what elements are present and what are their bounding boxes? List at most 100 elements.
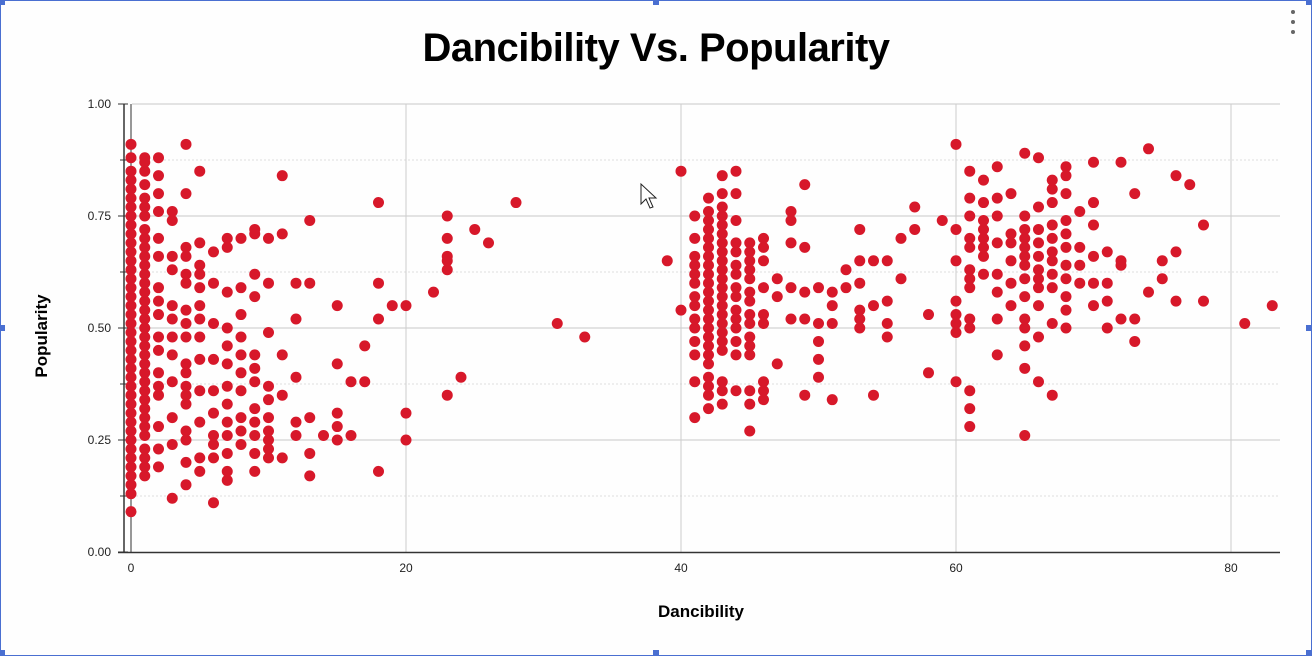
resize-handle-right[interactable] bbox=[1306, 325, 1312, 331]
data-point bbox=[689, 313, 701, 325]
data-point bbox=[194, 385, 206, 397]
data-point bbox=[249, 416, 261, 428]
data-point bbox=[441, 264, 453, 276]
data-point bbox=[785, 313, 797, 325]
data-point bbox=[1156, 273, 1168, 285]
resize-handle-top-left[interactable] bbox=[0, 0, 5, 5]
data-point bbox=[1143, 143, 1154, 155]
data-point bbox=[194, 353, 206, 365]
data-point bbox=[1170, 295, 1182, 307]
data-point bbox=[221, 465, 233, 477]
data-point bbox=[1005, 188, 1017, 200]
data-point bbox=[221, 430, 233, 442]
data-point bbox=[180, 358, 192, 370]
data-point bbox=[153, 282, 164, 294]
data-point bbox=[194, 331, 206, 343]
data-point bbox=[758, 318, 769, 330]
data-point bbox=[139, 349, 151, 361]
data-point bbox=[964, 421, 976, 433]
data-point bbox=[221, 340, 233, 352]
data-point bbox=[125, 165, 137, 177]
data-point bbox=[249, 465, 261, 477]
data-point bbox=[703, 322, 714, 334]
data-point bbox=[125, 398, 137, 410]
data-point bbox=[689, 259, 701, 271]
data-point bbox=[331, 358, 343, 370]
data-point bbox=[785, 206, 797, 218]
resize-handle-bottom-left[interactable] bbox=[0, 650, 5, 656]
data-point bbox=[950, 255, 962, 267]
data-point bbox=[235, 425, 247, 437]
data-point bbox=[139, 295, 151, 307]
data-point bbox=[345, 430, 357, 442]
data-point bbox=[125, 353, 137, 365]
data-point bbox=[221, 232, 233, 244]
data-point bbox=[125, 192, 137, 204]
data-point bbox=[1019, 291, 1031, 303]
data-points bbox=[125, 138, 1278, 518]
data-point bbox=[1019, 232, 1031, 244]
data-point bbox=[304, 277, 316, 289]
resize-handle-top[interactable] bbox=[653, 0, 659, 5]
data-point bbox=[1019, 340, 1031, 352]
data-point bbox=[331, 407, 343, 419]
data-point bbox=[771, 291, 783, 303]
resize-handle-left[interactable] bbox=[0, 325, 5, 331]
data-point bbox=[771, 273, 783, 285]
data-point bbox=[689, 376, 701, 388]
data-point bbox=[703, 358, 714, 370]
kebab-menu-icon[interactable] bbox=[1290, 10, 1296, 34]
data-point bbox=[139, 358, 151, 370]
data-point bbox=[139, 223, 151, 235]
data-point bbox=[744, 255, 756, 267]
data-point bbox=[1129, 313, 1141, 325]
data-point bbox=[1074, 241, 1086, 253]
data-point bbox=[991, 286, 1003, 298]
resize-handle-top-right[interactable] bbox=[1306, 0, 1312, 5]
x-tick-label: 60 bbox=[949, 561, 963, 575]
data-point bbox=[331, 421, 343, 433]
data-point bbox=[950, 376, 962, 388]
data-point bbox=[579, 331, 591, 343]
data-point bbox=[1101, 295, 1113, 307]
data-point bbox=[895, 273, 907, 285]
data-point bbox=[1060, 291, 1072, 303]
data-point bbox=[1046, 318, 1058, 330]
data-point bbox=[813, 282, 824, 294]
data-point bbox=[799, 241, 811, 253]
data-point bbox=[1115, 156, 1127, 168]
resize-handle-bottom[interactable] bbox=[653, 650, 659, 656]
data-point bbox=[716, 237, 728, 249]
data-point bbox=[194, 268, 206, 280]
data-point bbox=[221, 474, 233, 486]
data-point bbox=[153, 461, 164, 473]
data-point bbox=[125, 371, 137, 383]
data-point bbox=[139, 232, 151, 244]
data-point bbox=[978, 268, 989, 280]
data-point bbox=[221, 416, 233, 428]
resize-handle-bottom-right[interactable] bbox=[1306, 650, 1312, 656]
data-point bbox=[1005, 300, 1017, 312]
menu-dot bbox=[1291, 20, 1295, 24]
data-point bbox=[180, 367, 192, 379]
data-point bbox=[854, 322, 866, 334]
data-point bbox=[854, 304, 866, 316]
data-point bbox=[290, 371, 302, 383]
data-point bbox=[1074, 259, 1086, 271]
x-tick-label: 0 bbox=[128, 561, 135, 575]
data-point bbox=[1019, 241, 1031, 253]
y-tick-label: 0.25 bbox=[88, 433, 112, 447]
data-point bbox=[840, 282, 852, 294]
data-point bbox=[978, 174, 989, 186]
data-point bbox=[716, 201, 728, 213]
data-point bbox=[166, 331, 178, 343]
data-point bbox=[1005, 228, 1017, 240]
data-point bbox=[180, 398, 192, 410]
data-point bbox=[1033, 250, 1044, 262]
data-point bbox=[139, 286, 151, 298]
data-point bbox=[194, 237, 206, 249]
data-point bbox=[139, 152, 151, 164]
data-point bbox=[263, 380, 274, 392]
data-point bbox=[703, 232, 714, 244]
data-point bbox=[716, 228, 728, 240]
